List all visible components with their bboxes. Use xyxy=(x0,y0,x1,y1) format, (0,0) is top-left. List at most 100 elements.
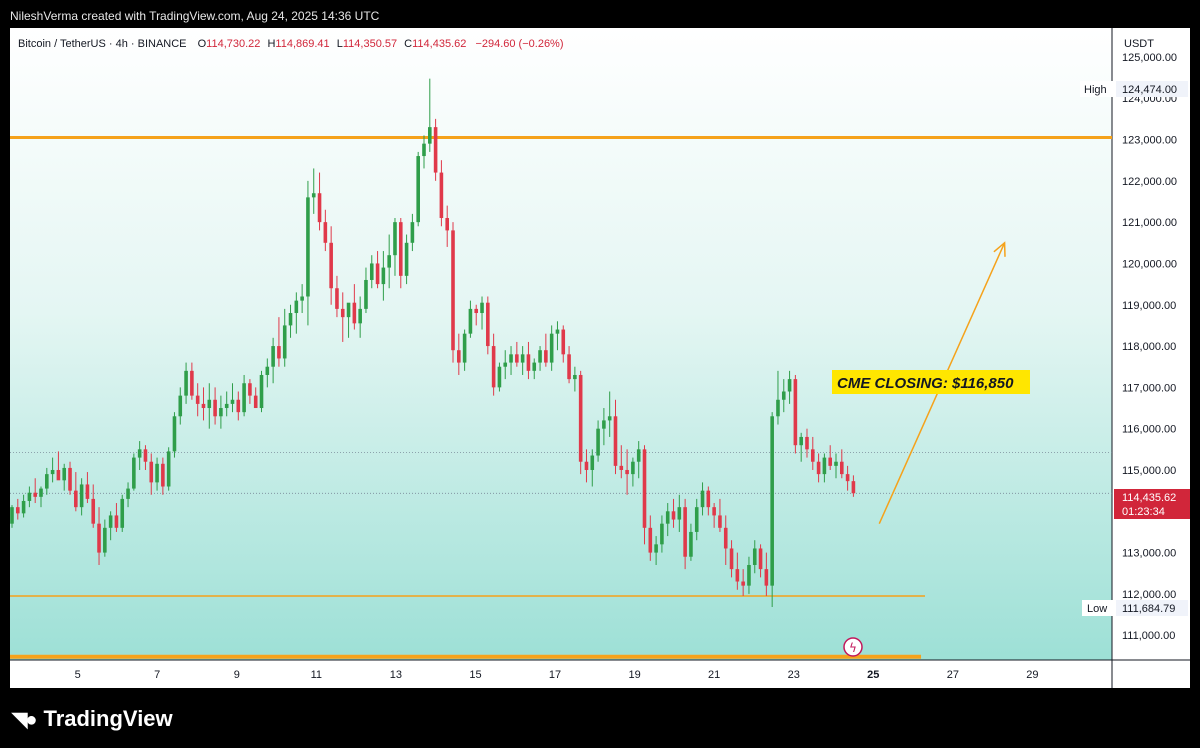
candle-body xyxy=(294,300,299,314)
candle-body xyxy=(845,474,850,482)
candle xyxy=(85,472,90,504)
candle-body xyxy=(300,296,304,301)
last-price-marker: 114,435.62 01:23:34 xyxy=(1114,489,1190,519)
candle-body xyxy=(654,544,658,553)
price-axis-background[interactable] xyxy=(1112,28,1190,688)
candle-body xyxy=(723,527,728,549)
candle xyxy=(793,374,798,454)
candle-body xyxy=(700,490,705,508)
event-icon[interactable]: ϟ xyxy=(843,637,863,657)
candle xyxy=(457,333,461,375)
candle-body xyxy=(776,399,780,417)
candle xyxy=(462,329,467,371)
candle-body xyxy=(97,523,101,553)
footer-brand[interactable]: ◥● TradingView xyxy=(12,706,173,732)
candle xyxy=(410,213,415,252)
low-marker: Low 111,684.79 xyxy=(1082,600,1188,616)
cme-annotation[interactable]: CME CLOSING: $116,850 xyxy=(832,370,1030,394)
candle-body xyxy=(15,507,20,514)
candle xyxy=(364,267,368,314)
candle xyxy=(497,362,502,392)
candle xyxy=(776,370,780,425)
candle-body xyxy=(352,302,357,324)
credit-bar: NileshVerma created with TradingView.com… xyxy=(0,0,1200,28)
candle-body xyxy=(834,461,838,466)
candle xyxy=(840,449,844,479)
last-price-value: 114,435.62 xyxy=(1122,492,1176,504)
candle-body xyxy=(364,279,368,309)
candle-body xyxy=(602,420,606,429)
candle-body xyxy=(132,457,136,489)
candle xyxy=(45,467,49,495)
time-tick-label: 13 xyxy=(390,669,402,681)
candle xyxy=(845,465,850,491)
open-label: O xyxy=(197,38,207,50)
candle-body xyxy=(828,457,832,466)
candle-body xyxy=(613,416,618,466)
candle xyxy=(810,436,815,470)
candles xyxy=(10,78,856,607)
candle xyxy=(851,475,856,497)
high-marker: High 124,474.00 xyxy=(1080,81,1188,97)
candle xyxy=(671,498,676,528)
candle xyxy=(706,486,711,516)
candle-body xyxy=(758,548,763,570)
candle-body xyxy=(694,507,699,532)
candle xyxy=(834,453,838,479)
symbol-label[interactable]: Bitcoin / TetherUS · 4h · BINANCE xyxy=(18,38,187,50)
candle xyxy=(555,321,560,351)
candle xyxy=(15,498,20,520)
candle-body xyxy=(126,488,130,499)
candle xyxy=(712,503,716,528)
candle xyxy=(155,457,159,491)
candle xyxy=(387,234,391,289)
time-tick-label: 29 xyxy=(1026,669,1038,681)
time-tick-label: 9 xyxy=(234,669,240,681)
price-tick-label: 118,000.00 xyxy=(1122,341,1176,353)
candle-body xyxy=(114,515,119,528)
price-tick-label: 111,000.00 xyxy=(1122,630,1175,642)
candle xyxy=(503,350,508,380)
candle-body xyxy=(747,564,751,586)
candle xyxy=(103,519,107,557)
ohlc-legend[interactable]: Bitcoin / TetherUS · 4h · BINANCE O114,7… xyxy=(18,38,564,50)
candle xyxy=(190,362,194,400)
candle-body xyxy=(230,399,235,404)
candle-body xyxy=(410,222,415,243)
price-axis: 125,000.00124,000.00123,000.00122,000.00… xyxy=(1122,52,1177,642)
candle xyxy=(323,209,328,252)
candle xyxy=(584,449,589,483)
candle-body xyxy=(21,500,26,514)
candle-body xyxy=(50,469,55,475)
time-tick-label: 17 xyxy=(549,669,561,681)
candle-body xyxy=(161,463,165,487)
brand-text: TradingView xyxy=(43,706,173,731)
candle xyxy=(143,445,148,470)
lightning-icon-bg xyxy=(843,637,863,657)
time-axis: 5 7 9 11 13 15 17 19 21 23 25 27 29 xyxy=(75,669,1039,681)
candle xyxy=(306,180,310,326)
time-axis-background xyxy=(10,660,1112,688)
candle xyxy=(538,346,542,371)
candle-body xyxy=(631,461,635,475)
chart-frame[interactable]: 125,000.00 124,000.00 123,000.00 122,000.00… xyxy=(10,28,1190,688)
candle xyxy=(21,494,26,518)
candle-body xyxy=(68,467,72,491)
candle xyxy=(451,222,455,363)
last-price-bg xyxy=(1114,489,1190,519)
candle xyxy=(526,341,531,380)
candle-body xyxy=(578,374,583,462)
candle xyxy=(567,346,571,384)
candle xyxy=(271,337,275,384)
price-chart[interactable]: 125,000.00124,000.00123,000.00122,000.00… xyxy=(10,28,1190,688)
candle-body xyxy=(439,172,444,219)
arrow-head xyxy=(993,241,1006,257)
candle-body xyxy=(427,127,432,144)
candle xyxy=(665,503,670,537)
candle-body xyxy=(39,488,43,497)
candle-body xyxy=(555,329,560,334)
candle-body xyxy=(526,354,531,371)
candle-body xyxy=(840,461,844,475)
candle-body xyxy=(636,449,641,462)
candle-body xyxy=(457,350,461,363)
